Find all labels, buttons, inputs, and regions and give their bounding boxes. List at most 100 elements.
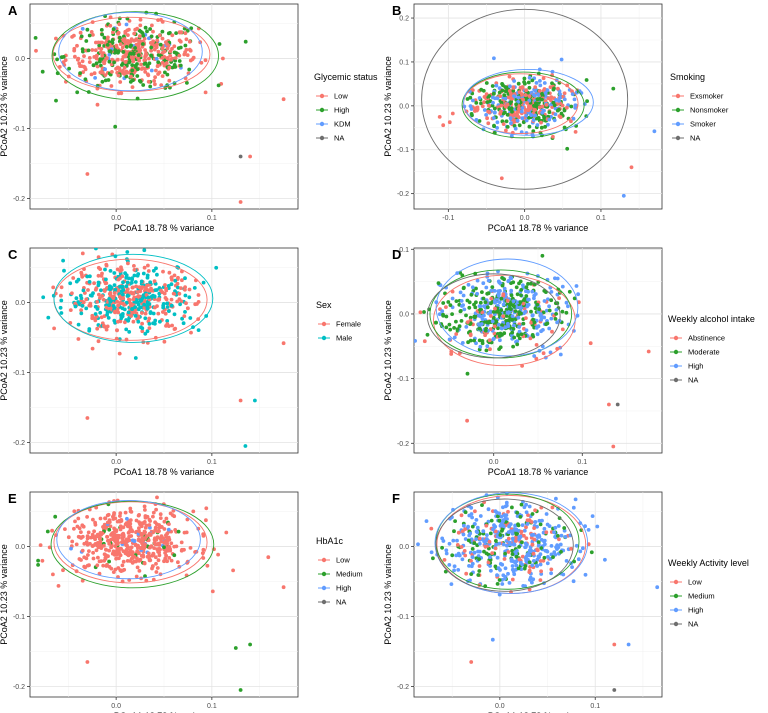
- scatter-point: [562, 526, 567, 530]
- scatter-point: [510, 552, 515, 556]
- scatter-point: [504, 128, 508, 133]
- scatter-point: [524, 525, 528, 530]
- scatter-point: [93, 287, 98, 292]
- scatter-point: [98, 310, 103, 315]
- scatter-point: [122, 303, 127, 307]
- scatter-point: [531, 104, 536, 108]
- scatter-point: [546, 122, 550, 127]
- scatter-point: [163, 283, 167, 287]
- scatter-point: [86, 288, 90, 292]
- scatter-point: [470, 547, 475, 551]
- scatter-point: [584, 78, 589, 82]
- scatter-point: [468, 95, 473, 100]
- scatter-point: [103, 67, 107, 72]
- scatter-point: [486, 519, 491, 524]
- scatter-point: [499, 176, 504, 181]
- scatter-point: [121, 549, 126, 554]
- scatter-point: [464, 325, 469, 329]
- scatter-point: [499, 109, 503, 114]
- scatter-point: [527, 560, 532, 565]
- scatter-point: [147, 523, 152, 527]
- scatter-point: [511, 303, 515, 308]
- scatter-point: [540, 93, 545, 98]
- scatter-point: [520, 106, 525, 110]
- scatter-point: [489, 568, 493, 573]
- scatter-point: [498, 338, 502, 343]
- scatter-point: [117, 22, 122, 27]
- scatter-point: [470, 515, 474, 520]
- scatter-point: [501, 524, 506, 528]
- scatter-point: [501, 302, 506, 307]
- scatter-point: [137, 558, 141, 563]
- scatter-point: [100, 531, 105, 536]
- scatter-point: [495, 126, 499, 130]
- scatter-point: [473, 109, 477, 113]
- scatter-point: [501, 292, 506, 297]
- scatter-point: [164, 286, 168, 291]
- scatter-point: [77, 535, 82, 539]
- scatter-point: [116, 566, 121, 570]
- scatter-point: [153, 542, 158, 547]
- scatter-point: [104, 56, 109, 61]
- scatter-point: [547, 304, 551, 309]
- scatter-point: [533, 108, 537, 112]
- scatter-point: [210, 589, 215, 594]
- scatter-point: [452, 326, 456, 330]
- scatter-point: [465, 298, 470, 303]
- scatter-point: [612, 688, 617, 692]
- scatter-point: [72, 33, 76, 38]
- scatter-point: [545, 321, 550, 326]
- scatter-point: [183, 287, 187, 292]
- scatter-point: [114, 43, 119, 48]
- scatter-point: [497, 300, 502, 304]
- scatter-point: [133, 280, 138, 284]
- gridlines: [30, 248, 298, 453]
- scatter-point: [469, 660, 474, 664]
- scatter-point: [465, 320, 470, 324]
- scatter-point: [118, 42, 123, 46]
- scatter-point: [528, 577, 532, 582]
- scatter-point: [87, 56, 92, 60]
- scatter-point: [151, 268, 156, 273]
- scatter-point: [463, 510, 468, 515]
- scatter-point: [94, 61, 99, 66]
- legend-label: Smoker: [690, 120, 716, 129]
- scatter-point: [151, 552, 156, 557]
- legend-label: KDM: [334, 120, 351, 129]
- scatter-point: [110, 57, 115, 62]
- scatter-point: [526, 297, 530, 302]
- scatter-point: [519, 502, 524, 507]
- x-tick-label: 0.1: [596, 215, 606, 222]
- scatter-point: [183, 310, 187, 314]
- scatter-point: [487, 103, 491, 108]
- scatter-point: [531, 559, 536, 563]
- scatter-point: [497, 334, 502, 338]
- scatter-point: [128, 80, 133, 84]
- scatter-point: [495, 582, 500, 586]
- scatter-point: [97, 43, 102, 48]
- scatter-point: [116, 73, 121, 78]
- scatter-point: [562, 91, 567, 96]
- scatter-point: [51, 572, 55, 577]
- scatter-point: [153, 305, 157, 310]
- scatter-point: [490, 319, 495, 324]
- scatter-point: [120, 63, 124, 67]
- scatter-point: [469, 107, 474, 111]
- scatter-point: [514, 102, 518, 107]
- scatter-point: [179, 548, 184, 553]
- scatter-point: [509, 121, 513, 126]
- scatter-point: [485, 305, 490, 310]
- scatter-point: [538, 522, 543, 527]
- scatter-point: [531, 533, 536, 537]
- scatter-point: [107, 52, 112, 57]
- scatter-point: [169, 297, 174, 302]
- scatter-point: [566, 304, 570, 309]
- scatter-point: [462, 523, 466, 528]
- scatter-point: [552, 550, 557, 555]
- scatter-point: [530, 580, 534, 585]
- y-tick-label: 0.0: [399, 544, 409, 551]
- scatter-point: [138, 17, 143, 22]
- scatter-point: [513, 309, 518, 313]
- scatter-point: [122, 307, 127, 312]
- scatter-point: [94, 248, 98, 251]
